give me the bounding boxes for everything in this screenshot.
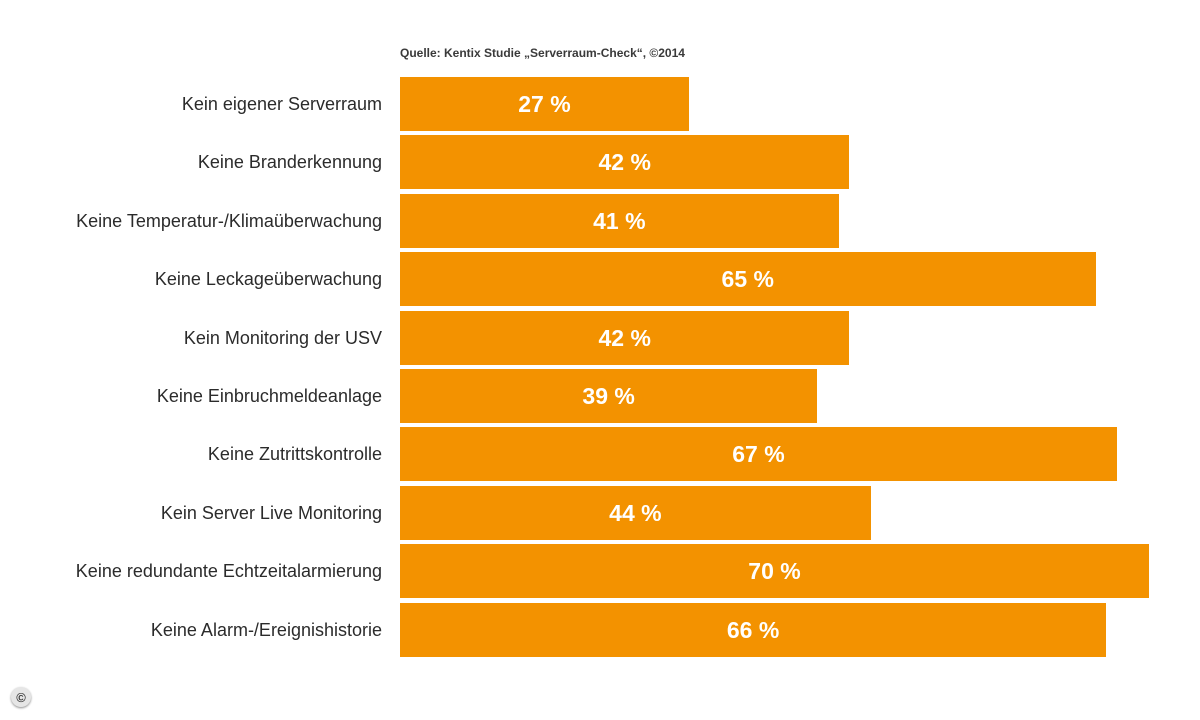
bar-row: Kein Monitoring der USV 42 % — [0, 310, 1200, 365]
bar-row: Kein Server Live Monitoring 44 % — [0, 485, 1200, 540]
category-label: Kein eigener Serverraum — [181, 94, 382, 114]
bar — [400, 310, 850, 365]
value-label: 39 % — [582, 383, 635, 409]
copyright-icon: © — [11, 687, 31, 707]
category-label: Keine Leckageüberwachung — [154, 269, 382, 290]
bar — [400, 369, 818, 423]
bar-row: Keine Einbruchmeldeanlage 39 % — [0, 369, 1200, 423]
category-label: Kein Monitoring der USV — [183, 327, 382, 348]
value-label: 42 % — [598, 149, 651, 176]
bar — [400, 193, 839, 248]
bar-row: Keine Zutrittskontrolle 67 % — [0, 427, 1200, 482]
category-label: Keine Temperatur-/Klimaüberwachung — [76, 210, 382, 231]
category-label: Keine Branderkennung — [197, 152, 382, 173]
value-label: 66 % — [726, 616, 780, 643]
value-label: 44 % — [609, 499, 662, 526]
bar — [400, 544, 1149, 599]
bar — [400, 135, 850, 190]
value-label: 27 % — [518, 91, 571, 117]
bar-row: Keine Temperatur-/Klimaüberwachung 41 % — [0, 193, 1200, 248]
category-label: Keine redundante Echtzeitalarmierung — [75, 561, 382, 582]
value-label: 67 % — [732, 441, 785, 468]
bar-row: Keine redundante Echtzeitalarmierung 70 % — [0, 544, 1200, 599]
category-label: Kein Server Live Monitoring — [160, 502, 382, 523]
category-label: Keine Einbruchmeldeanlage — [156, 386, 382, 406]
value-label: 41 % — [593, 207, 646, 234]
bar — [400, 602, 1107, 657]
source-caption: Quelle: Kentix Studie „Serverraum-Check“… — [400, 46, 685, 60]
bar — [400, 77, 689, 131]
bar — [400, 427, 1117, 482]
value-label: 70 % — [748, 558, 801, 585]
bar — [400, 252, 1096, 307]
bar — [400, 485, 871, 540]
bar-row: Kein eigener Serverraum 27 % — [0, 77, 1200, 131]
value-label: 65 % — [721, 266, 774, 293]
value-label: 42 % — [598, 324, 651, 351]
bar-row: Keine Leckageüberwachung 65 % — [0, 252, 1200, 307]
category-label: Keine Zutrittskontrolle — [207, 444, 382, 465]
category-label: Keine Alarm-/Ereignishistorie — [150, 619, 382, 640]
bar-row: Keine Alarm-/Ereignishistorie 66 % — [0, 602, 1200, 657]
bar-row: Keine Branderkennung 42 % — [0, 135, 1200, 190]
